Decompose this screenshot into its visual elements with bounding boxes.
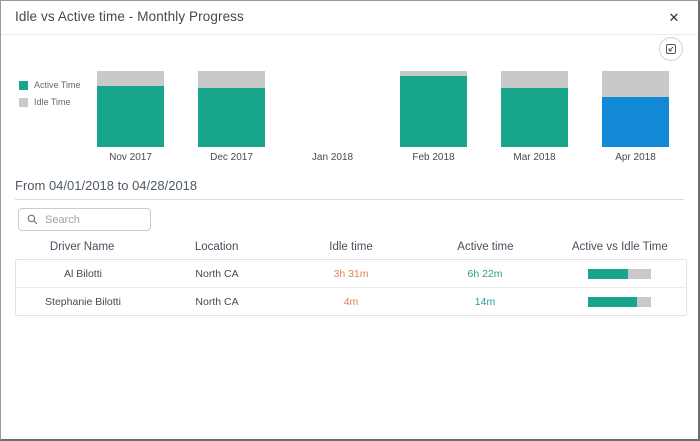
section-divider [15, 199, 684, 200]
active-bar-fill [587, 268, 628, 279]
table-header-row: Driver Name Location Idle time Active time A… [15, 241, 687, 253]
bar-feb-2018[interactable]: Feb 2018 [400, 71, 467, 171]
bar-stack [602, 71, 669, 147]
active-time-cell: 14m [474, 295, 496, 308]
idle-segment [97, 71, 164, 87]
active-bar-fill [587, 296, 637, 307]
driver-name-cell: Stephanie Bilotti [45, 295, 121, 308]
column-header-idle-time: Idle time [329, 241, 373, 253]
export-glyph-icon [666, 44, 676, 54]
active-vs-idle-bar [587, 268, 651, 279]
bar-stack [400, 71, 467, 147]
chart-legend: Active Time Idle Time [19, 80, 81, 114]
legend-item-active-time[interactable]: Active Time [19, 80, 81, 90]
active-vs-idle-cell [552, 296, 686, 308]
bar-stack [97, 71, 164, 147]
driver-name-cell: Al Bilotti [64, 267, 102, 280]
column-header-active-vs-idle-time: Active vs Idle Time [571, 241, 668, 253]
legend-swatch [19, 97, 28, 107]
column-header-location: Location [194, 241, 239, 253]
bar-nov-2017[interactable]: Nov 2017 [97, 71, 164, 171]
search-icon [27, 214, 38, 225]
active-segment [400, 76, 467, 147]
active-segment [97, 86, 164, 147]
bar-stack [198, 71, 265, 147]
column-header-active-time: Active time [457, 241, 514, 253]
dialog-header: Idle vs Active time - Monthly Progress ✕ [1, 1, 698, 35]
active-segment [501, 87, 568, 147]
idle-segment [602, 71, 669, 97]
bar-stack [501, 71, 568, 147]
bar-dec-2017[interactable]: Dec 2017 [198, 71, 265, 171]
idle-time-cell: 4m [343, 295, 359, 308]
idle-time-cell: 3h 31m [333, 267, 369, 280]
legend-label: Active Time [34, 80, 81, 90]
close-icon[interactable]: ✕ [664, 8, 684, 28]
search-input[interactable] [43, 212, 137, 227]
active-segment [602, 96, 669, 147]
table-row[interactable]: Al Bilotti North CA 3h 31m 6h 22m [16, 260, 686, 287]
active-time-cell: 6h 22m [467, 267, 503, 280]
bar-category-label: Mar 2018 [513, 152, 556, 163]
bar-category-label: Nov 2017 [109, 152, 152, 163]
bar-jan-2018[interactable]: Jan 2018 [299, 71, 366, 171]
table-row[interactable]: Stephanie Bilotti North CA 4m 14m [16, 287, 686, 315]
column-header-driver-name: Driver Name [49, 241, 115, 253]
active-segment [198, 87, 265, 147]
idle-segment [198, 71, 265, 88]
bar-category-label: Jan 2018 [311, 152, 354, 163]
export-chart-icon[interactable] [659, 37, 683, 61]
location-cell: North CA [195, 295, 239, 308]
location-cell: North CA [195, 267, 239, 280]
search-box [18, 208, 151, 231]
dialog-title: Idle vs Active time - Monthly Progress [15, 9, 244, 24]
stacked-bar-chart: Nov 2017 Dec 2017 Jan 2018 Feb 2018 Mar 2018… [97, 71, 669, 171]
legend-label: Idle Time [34, 97, 71, 107]
legend-item-idle-time[interactable]: Idle Time [19, 97, 81, 107]
bar-category-label: Apr 2018 [615, 152, 656, 163]
idle-segment [501, 71, 568, 88]
bar-category-label: Dec 2017 [210, 152, 253, 163]
idle-segment [400, 71, 467, 77]
bar-mar-2018[interactable]: Mar 2018 [501, 71, 568, 171]
driver-table: Al Bilotti North CA 3h 31m 6h 22m Stephanie … [15, 259, 687, 316]
active-vs-idle-cell [552, 268, 686, 280]
bar-category-label: Feb 2018 [412, 152, 455, 163]
active-vs-idle-bar [587, 296, 651, 307]
date-range-label: From 04/01/2018 to 04/28/2018 [15, 178, 198, 193]
legend-swatch [19, 80, 28, 90]
bar-apr-2018[interactable]: Apr 2018 [602, 71, 669, 171]
